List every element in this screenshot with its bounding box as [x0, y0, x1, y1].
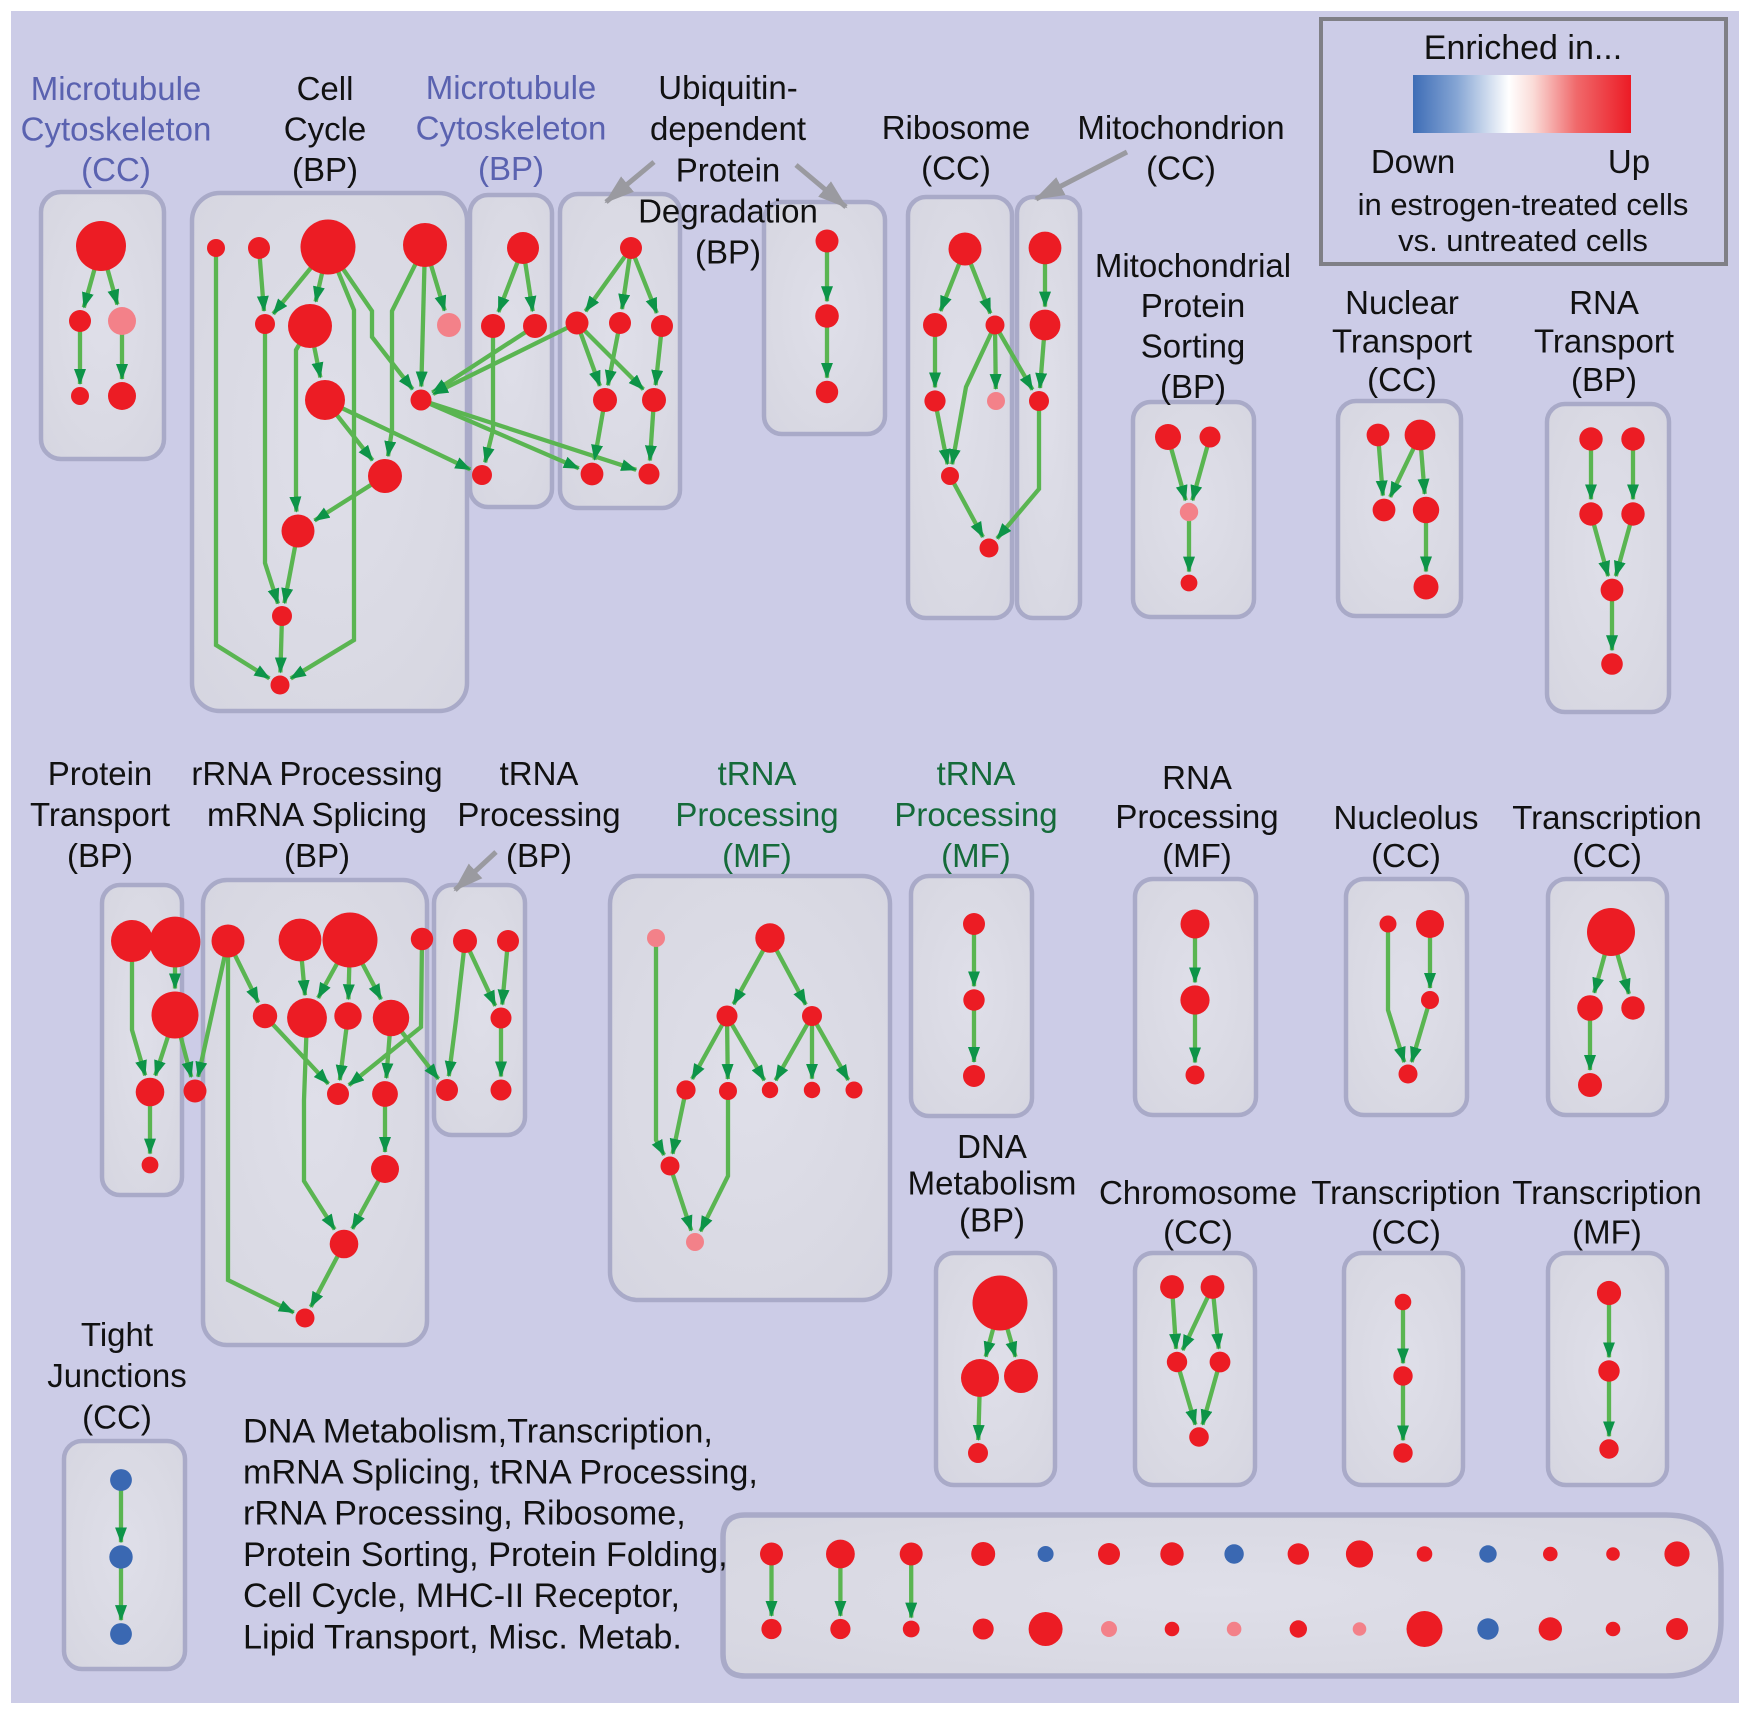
svg-text:Ribosome: Ribosome	[882, 109, 1031, 146]
svg-text:RNA: RNA	[1162, 759, 1232, 796]
svg-text:Protein Sorting, Protein Foldi: Protein Sorting, Protein Folding,	[243, 1536, 728, 1574]
svg-text:Junctions: Junctions	[47, 1357, 186, 1394]
svg-text:Up: Up	[1608, 143, 1650, 180]
svg-text:Transport: Transport	[30, 796, 170, 833]
svg-text:(BP): (BP)	[292, 151, 358, 188]
svg-text:(CC): (CC)	[1367, 361, 1437, 398]
svg-text:tRNA: tRNA	[937, 755, 1016, 792]
svg-text:dependent: dependent	[650, 110, 806, 147]
svg-text:Chromosome: Chromosome	[1099, 1174, 1297, 1211]
svg-text:(BP): (BP)	[1571, 361, 1637, 398]
svg-text:Sorting: Sorting	[1141, 328, 1246, 365]
svg-text:Microtubule: Microtubule	[426, 69, 597, 106]
svg-text:Processing: Processing	[1115, 798, 1278, 835]
svg-text:Cycle: Cycle	[284, 110, 367, 147]
svg-text:(BP): (BP)	[506, 837, 572, 874]
svg-text:Degradation: Degradation	[638, 193, 818, 230]
svg-text:Protein: Protein	[1141, 287, 1246, 324]
svg-text:(CC): (CC)	[1146, 149, 1216, 186]
svg-text:Cytoskeleton: Cytoskeleton	[21, 110, 212, 147]
svg-text:(BP): (BP)	[67, 837, 133, 874]
svg-text:(BP): (BP)	[695, 234, 761, 271]
svg-text:(CC): (CC)	[921, 149, 991, 186]
svg-text:mRNA Splicing, tRNA Processing: mRNA Splicing, tRNA Processing,	[243, 1454, 758, 1492]
svg-text:Transcription: Transcription	[1512, 799, 1702, 836]
svg-text:Protein: Protein	[48, 755, 153, 792]
svg-text:DNA Metabolism,Transcription,: DNA Metabolism,Transcription,	[243, 1412, 713, 1450]
svg-text:Transport: Transport	[1332, 322, 1472, 359]
svg-text:rRNA Processing: rRNA Processing	[191, 755, 442, 792]
svg-text:Cytoskeleton: Cytoskeleton	[416, 109, 607, 146]
svg-text:Transcription: Transcription	[1311, 1174, 1501, 1211]
svg-text:DNA: DNA	[957, 1128, 1027, 1165]
svg-text:Tight: Tight	[81, 1316, 153, 1353]
svg-text:Ubiquitin-: Ubiquitin-	[658, 69, 797, 106]
svg-text:(BP): (BP)	[1160, 368, 1226, 405]
svg-text:(CC): (CC)	[82, 1399, 152, 1436]
svg-text:(MF): (MF)	[1572, 1213, 1642, 1250]
svg-text:(CC): (CC)	[1371, 1213, 1441, 1250]
svg-text:in estrogen-treated cells: in estrogen-treated cells	[1358, 187, 1689, 222]
svg-text:(CC): (CC)	[1163, 1213, 1233, 1250]
svg-text:Lipid Transport, Misc. Metab.: Lipid Transport, Misc. Metab.	[243, 1618, 682, 1656]
svg-text:Cell: Cell	[297, 70, 354, 107]
svg-text:(BP): (BP)	[284, 837, 350, 874]
svg-text:RNA: RNA	[1569, 284, 1639, 321]
svg-text:Processing: Processing	[457, 796, 620, 833]
svg-text:mRNA Splicing: mRNA Splicing	[207, 796, 427, 833]
svg-text:(MF): (MF)	[1162, 837, 1232, 874]
svg-text:Metabolism: Metabolism	[908, 1165, 1077, 1202]
svg-text:vs. untreated cells: vs. untreated cells	[1398, 223, 1648, 258]
svg-text:Down: Down	[1371, 143, 1455, 180]
svg-text:(MF): (MF)	[941, 837, 1011, 874]
svg-text:Processing: Processing	[894, 796, 1057, 833]
svg-text:(MF): (MF)	[722, 837, 792, 874]
svg-text:Nuclear: Nuclear	[1345, 284, 1459, 321]
svg-text:(CC): (CC)	[1572, 837, 1642, 874]
svg-text:tRNA: tRNA	[500, 755, 579, 792]
svg-text:Processing: Processing	[675, 796, 838, 833]
svg-text:Enriched in...: Enriched in...	[1424, 29, 1622, 67]
svg-text:(CC): (CC)	[1371, 837, 1441, 874]
svg-text:(BP): (BP)	[959, 1201, 1025, 1238]
svg-text:Cell Cycle, MHC-II Receptor,: Cell Cycle, MHC-II Receptor,	[243, 1577, 680, 1615]
svg-text:Transport: Transport	[1534, 322, 1674, 359]
svg-text:Mitochondrion: Mitochondrion	[1077, 109, 1284, 146]
svg-text:Microtubule: Microtubule	[31, 70, 202, 107]
svg-text:(BP): (BP)	[478, 150, 544, 187]
svg-text:tRNA: tRNA	[718, 755, 797, 792]
svg-text:rRNA Processing, Ribosome,: rRNA Processing, Ribosome,	[243, 1495, 686, 1533]
svg-text:Transcription: Transcription	[1512, 1174, 1702, 1211]
svg-text:Mitochondrial: Mitochondrial	[1095, 247, 1291, 284]
svg-text:Protein: Protein	[676, 151, 781, 188]
svg-text:(CC): (CC)	[81, 151, 151, 188]
svg-text:Nucleolus: Nucleolus	[1334, 799, 1479, 836]
